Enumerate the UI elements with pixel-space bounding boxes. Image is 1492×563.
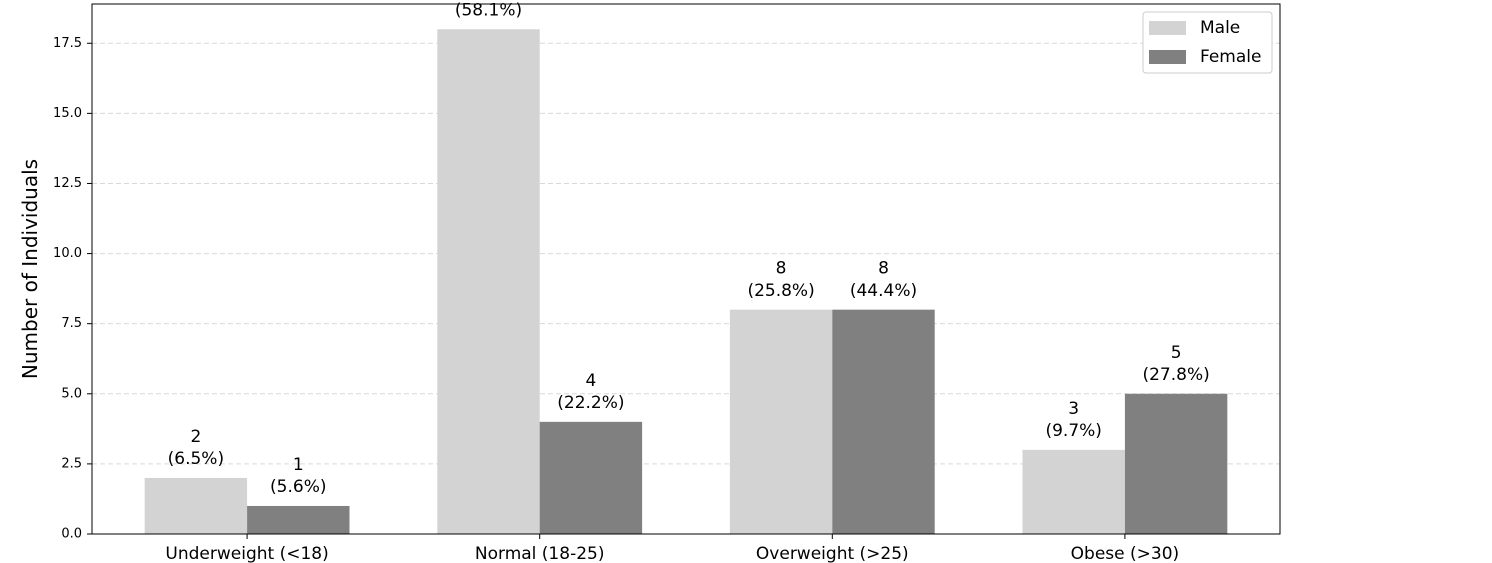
plot-frame [91, 3, 1281, 535]
value-label: 1 (5.6%) [270, 455, 326, 497]
y-tick-label: 17.5 [53, 36, 82, 51]
bar [539, 421, 643, 534]
value-label: 4 (22.2%) [557, 371, 624, 413]
legend-label: Male [1200, 18, 1240, 38]
value-label: 8 (44.4%) [850, 259, 917, 301]
bar [832, 309, 935, 534]
value-label: 5 (27.8%) [1142, 343, 1209, 385]
bar [144, 477, 248, 534]
y-tick-label: 2.5 [61, 456, 82, 471]
bar [1124, 393, 1228, 534]
legend-swatch [1149, 21, 1186, 35]
value-label: 18(58.1%) [455, 0, 522, 20]
bar [1022, 449, 1125, 534]
x-tick-label: Obese (>30) [1071, 544, 1180, 563]
bar [437, 29, 540, 534]
y-tick-label: 10.0 [53, 246, 82, 261]
legend-swatch [1149, 50, 1186, 64]
bar [247, 505, 350, 534]
y-tick-label: 15.0 [53, 106, 82, 121]
y-tick-label: 12.5 [53, 176, 82, 191]
x-tick-label: Normal (18-25) [475, 544, 605, 563]
x-tick-label: Underweight (<18) [165, 544, 328, 563]
y-axis-label: Number of Individuals [18, 159, 42, 379]
y-tick-label: 7.5 [61, 316, 82, 331]
legend-label: Female [1200, 47, 1261, 67]
value-label: 3 (9.7%) [1045, 399, 1101, 441]
y-tick-label: 5.0 [61, 386, 82, 401]
value-label: 2 (6.5%) [168, 427, 224, 469]
x-tick-label: Overweight (>25) [756, 544, 909, 563]
bar [729, 309, 833, 534]
value-label: 8 (25.8%) [747, 259, 814, 301]
y-tick-label: 0.0 [61, 527, 82, 542]
